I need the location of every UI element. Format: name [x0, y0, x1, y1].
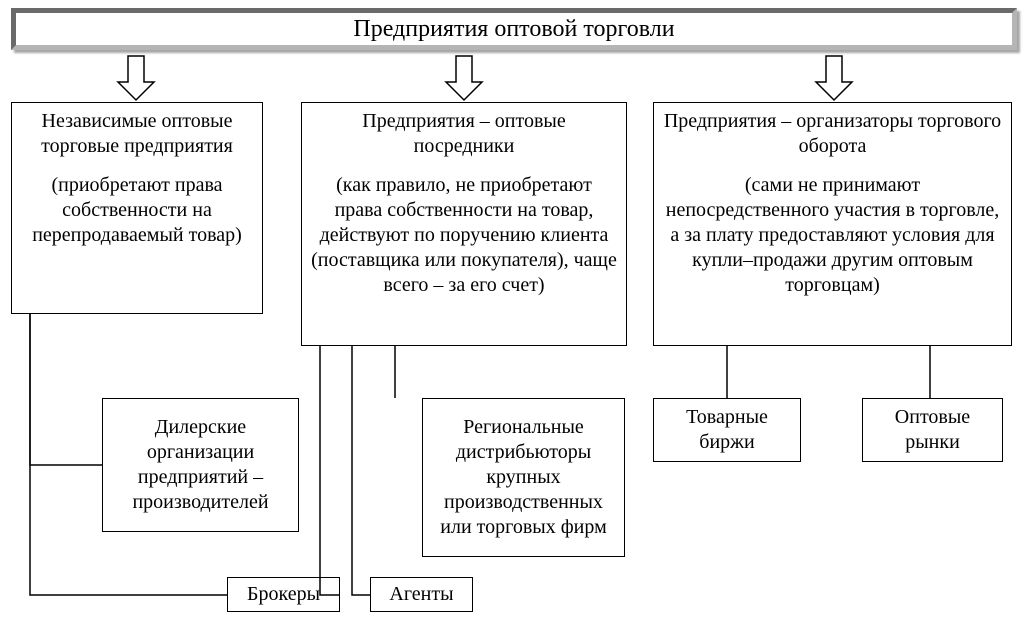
diagram-canvas: Предприятия оптовой торговли Независимые… — [0, 0, 1033, 635]
box-dealers: Дилерские организации предприятий – прои… — [102, 398, 299, 532]
box-brokers-label: Брокеры — [247, 582, 320, 607]
box-intermediaries-desc: (как правило, не приобретают права собст… — [310, 173, 618, 298]
box-independent-title: Независимые оптовые торговые предприятия — [20, 109, 254, 159]
box-agents-label: Агенты — [389, 582, 453, 607]
box-markets: Оптовые рынки — [862, 398, 1003, 462]
box-organizers-title: Предприятия – организаторы торгового обо… — [662, 109, 1003, 159]
box-distributors-label: Региональные дистрибьюторы крупных произ… — [431, 415, 616, 540]
box-markets-label: Оптовые рынки — [871, 405, 994, 455]
box-independent: Независимые оптовые торговые предприятия… — [11, 102, 263, 314]
box-organizers: Предприятия – организаторы торгового обо… — [653, 102, 1012, 346]
box-brokers: Брокеры — [227, 577, 340, 612]
box-intermediaries: Предприятия – оптовые посредники (как пр… — [301, 102, 627, 346]
box-independent-desc: (приобретают права собственности на пере… — [20, 173, 254, 248]
box-distributors: Региональные дистрибьюторы крупных произ… — [422, 398, 625, 557]
box-dealers-label: Дилерские организации предприятий – прои… — [111, 415, 290, 515]
header-title: Предприятия оптовой торговли — [353, 16, 674, 43]
header-box: Предприятия оптовой торговли — [11, 8, 1017, 50]
box-exchanges-label: Товарные биржи — [662, 405, 792, 455]
box-intermediaries-title: Предприятия – оптовые посредники — [310, 109, 618, 159]
box-organizers-desc: (сами не принимают непосредственного уча… — [662, 173, 1003, 298]
box-agents: Агенты — [370, 577, 473, 612]
box-exchanges: Товарные биржи — [653, 398, 801, 462]
